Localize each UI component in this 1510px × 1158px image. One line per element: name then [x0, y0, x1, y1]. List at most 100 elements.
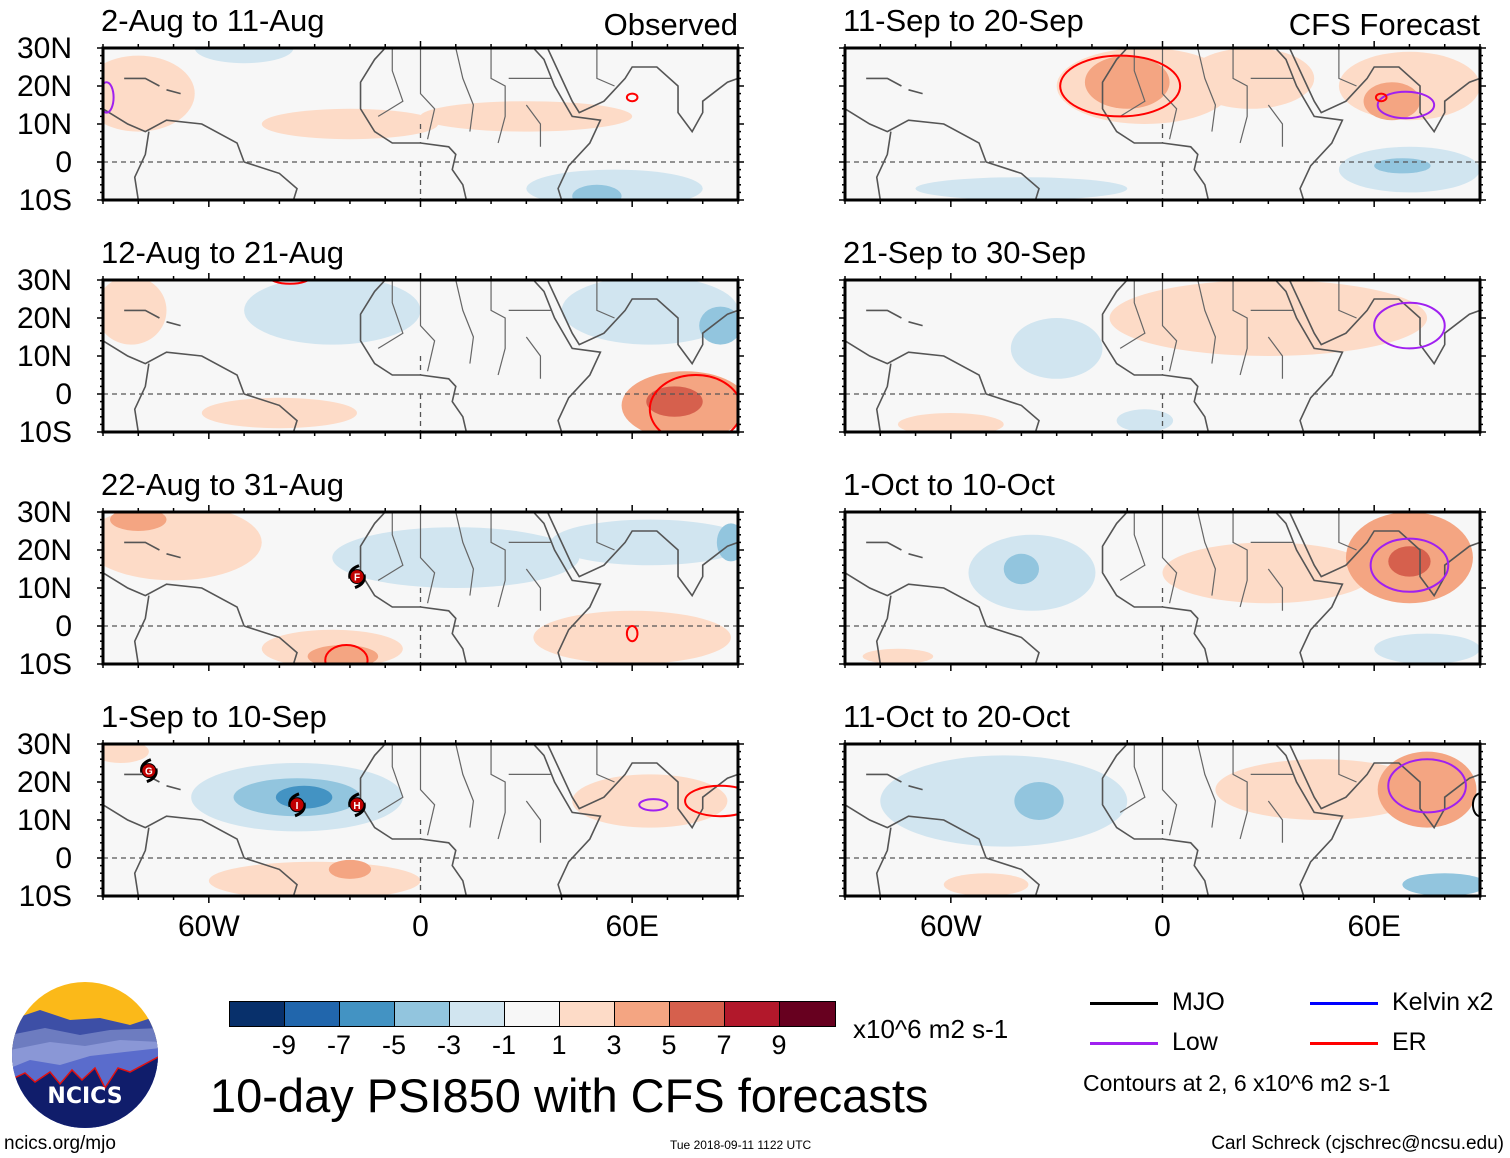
- coastline: [359, 48, 468, 200]
- storm-name: F: [354, 573, 360, 584]
- coastline: [875, 131, 892, 200]
- contour-low: [103, 81, 115, 114]
- storm-marker[interactable]: G: [140, 758, 158, 784]
- coastline: [866, 309, 923, 327]
- coastline: [1288, 280, 1480, 366]
- anomaly-region: [103, 744, 149, 763]
- colorbar-swatch: [450, 1002, 505, 1026]
- country-border: [455, 744, 475, 828]
- colorbar-swatch: [285, 1002, 340, 1026]
- contour-er: [625, 92, 639, 103]
- coastline: [845, 572, 1040, 664]
- anomaly-region: [526, 169, 703, 200]
- country-border: [1119, 48, 1146, 117]
- figure-title: 10-day PSI850 with CFS forecasts: [210, 1069, 929, 1122]
- country-border: [1232, 744, 1248, 840]
- country-border: [455, 280, 475, 364]
- country-border: [490, 48, 506, 144]
- panel-title: 11-Sep to 20-Sep: [843, 3, 1084, 38]
- anomaly-region: [1377, 751, 1477, 828]
- storm-name: I: [296, 801, 299, 812]
- storm-marker[interactable]: H: [348, 792, 366, 818]
- contour-low: [1369, 537, 1450, 593]
- ncics-logo: NCICS: [12, 982, 158, 1128]
- anomaly-region: [862, 648, 934, 664]
- contour-er: [324, 644, 369, 664]
- lon-label: 60E: [605, 910, 659, 943]
- country-border: [525, 568, 542, 611]
- coastline: [124, 309, 181, 327]
- lat-label: 30N: [16, 32, 72, 65]
- panel-title: 1-Oct to 10-Oct: [843, 467, 1055, 502]
- country-border: [1338, 744, 1357, 783]
- anomaly-region: [880, 755, 1128, 847]
- storm-marker[interactable]: I: [288, 792, 306, 818]
- coastline: [546, 48, 738, 134]
- country-border: [596, 48, 615, 87]
- panel-title: 11-Oct to 20-Oct: [843, 699, 1070, 734]
- colorbar-tick: 7: [716, 1030, 732, 1060]
- country-border: [377, 280, 404, 349]
- anomaly-region: [1388, 546, 1431, 577]
- country-border: [377, 48, 404, 117]
- coastline: [875, 827, 892, 896]
- anomaly-region: [915, 177, 1128, 200]
- coastline: [845, 108, 1040, 200]
- storm-marker[interactable]: F: [348, 564, 366, 590]
- coastline: [1288, 48, 1480, 134]
- anomaly-region: [332, 527, 580, 588]
- coastline: [1101, 280, 1210, 432]
- colorbar-swatch: [505, 1002, 560, 1026]
- map-panel: [97, 273, 744, 439]
- colorbar-tick: -9: [271, 1030, 296, 1060]
- coastline: [133, 363, 150, 432]
- lat-label: 20N: [16, 302, 72, 335]
- anomaly-region: [1116, 409, 1174, 432]
- footer-url[interactable]: ncics.org/mjo: [4, 1133, 116, 1154]
- country-border: [1232, 512, 1248, 608]
- map-panel: F: [97, 505, 744, 671]
- lat-label: 10N: [16, 108, 72, 141]
- colorbar-swatch: [780, 1002, 835, 1026]
- coastline: [866, 77, 923, 95]
- lat-label: 0: [55, 378, 72, 411]
- lat-label: 20N: [16, 534, 72, 567]
- lat-label: 20N: [16, 766, 72, 799]
- country-border: [1119, 280, 1146, 349]
- contour-er: [684, 784, 738, 818]
- country-border: [596, 280, 615, 319]
- country-border: [1338, 512, 1357, 551]
- country-border: [1267, 336, 1284, 379]
- country-border: [1119, 512, 1146, 581]
- colorbar: [229, 1001, 836, 1027]
- lat-label: 30N: [16, 496, 72, 529]
- contour-low: [1373, 301, 1446, 350]
- coastline: [103, 804, 298, 896]
- anomaly-region: [716, 523, 738, 562]
- anomaly-region: [897, 413, 1004, 432]
- contour-er: [269, 280, 311, 285]
- colorbar-swatch: [340, 1002, 395, 1026]
- anomaly-region: [110, 512, 167, 531]
- colorbar-swatch: [230, 1002, 285, 1026]
- lat-label: 0: [55, 146, 72, 179]
- contour-er: [1059, 54, 1182, 118]
- map-panel: [839, 41, 1486, 207]
- anomaly-region: [561, 280, 738, 345]
- lon-label: 0: [412, 910, 429, 943]
- colorbar-tick: 5: [661, 1030, 677, 1060]
- country-border: [1197, 48, 1217, 132]
- coastline: [875, 363, 892, 432]
- country-border: [1161, 512, 1178, 604]
- panel-title: 2-Aug to 11-Aug: [101, 3, 325, 38]
- colorbar-tick: -1: [491, 1030, 516, 1060]
- country-border: [490, 512, 506, 608]
- anomaly-region: [244, 280, 421, 345]
- anomaly-region: [943, 873, 1029, 896]
- coastline: [1288, 744, 1480, 830]
- anomaly-region: [261, 108, 439, 140]
- coastline: [546, 744, 738, 830]
- contours-note: Contours at 2, 6 x10^6 m2 s-1: [1083, 1070, 1391, 1096]
- lat-label: 10S: [18, 648, 72, 681]
- country-border: [1267, 104, 1284, 147]
